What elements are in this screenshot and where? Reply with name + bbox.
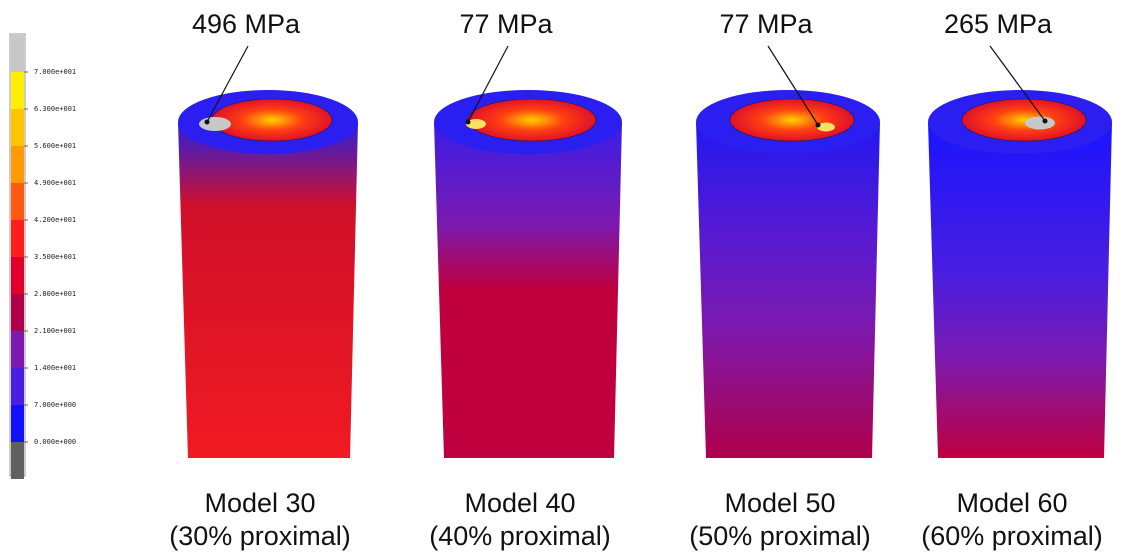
- stress-label: 496 MPa: [192, 9, 301, 39]
- legend-label: 1.400e+001: [34, 364, 76, 372]
- model-caption: (50% proximal): [689, 521, 871, 551]
- leader-dot: [205, 120, 210, 125]
- cylinder-bore: [212, 99, 332, 141]
- cylinder-bore: [730, 99, 854, 141]
- legend-swatch: [11, 368, 24, 405]
- model-name: Model 60: [956, 488, 1067, 518]
- model-name: Model 40: [464, 488, 575, 518]
- legend-label: 2.100e+001: [34, 327, 76, 335]
- hotspot: [1025, 117, 1055, 130]
- cylinder-body: [928, 122, 1112, 458]
- figure: 7.000e+001 6.300e+001 5.600e+001 4.900e+001…: [0, 0, 1126, 552]
- legend-swatch: [11, 405, 24, 442]
- model-caption: (30% proximal): [169, 521, 351, 551]
- model-name: Model 30: [204, 488, 315, 518]
- legend-swatch: [11, 183, 24, 220]
- cylinder-body: [696, 122, 880, 458]
- legend-label: 7.000e+001: [34, 68, 76, 76]
- legend-label: 5.600e+001: [34, 142, 76, 150]
- hotspot: [199, 117, 231, 131]
- leader-dot: [816, 123, 821, 128]
- model-caption: (40% proximal): [429, 521, 611, 551]
- legend-swatch: [11, 35, 24, 72]
- cylinder-bore: [962, 99, 1086, 141]
- page: {"legend": { "labels": ["7.000e+001", "6…: [0, 0, 1126, 552]
- leader-dot: [466, 120, 471, 125]
- legend-swatch: [11, 72, 24, 109]
- legend-swatch: [11, 146, 24, 183]
- legend-label: 2.800e+001: [34, 290, 76, 298]
- model-name: Model 50: [724, 488, 835, 518]
- legend-swatch: [11, 109, 24, 146]
- legend-label: 7.000e+000: [34, 401, 76, 409]
- legend-swatch: [11, 220, 24, 257]
- legend-swatch: [11, 294, 24, 331]
- legend-swatch: [11, 257, 24, 294]
- leader-dot: [1043, 119, 1048, 124]
- legend-label: 4.200e+001: [34, 216, 76, 224]
- legend-label: 4.900e+001: [34, 179, 76, 187]
- stress-label: 265 MPa: [944, 9, 1053, 39]
- legend-swatch: [11, 442, 24, 479]
- legend-label: 6.300e+001: [34, 105, 76, 113]
- legend-swatch: [11, 331, 24, 368]
- stress-label: 77 MPa: [719, 9, 813, 39]
- legend-label: 3.500e+001: [34, 253, 76, 261]
- cylinder-body: [178, 122, 358, 458]
- model-caption: (60% proximal): [921, 521, 1103, 551]
- cylinder-bore: [468, 99, 596, 141]
- cylinder-body: [434, 122, 622, 458]
- stress-label: 77 MPa: [459, 9, 553, 39]
- legend-label: 0.000e+000: [34, 438, 76, 446]
